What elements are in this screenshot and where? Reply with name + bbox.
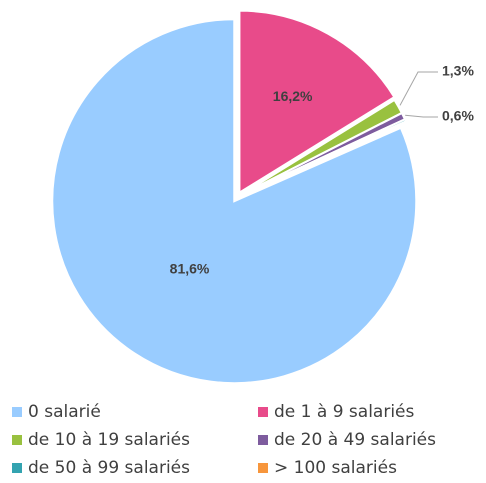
legend-swatch bbox=[12, 463, 22, 473]
legend-label: de 10 à 19 salariés bbox=[28, 430, 190, 450]
legend-swatch bbox=[258, 407, 268, 417]
legend-label: > 100 salariés bbox=[274, 458, 397, 478]
legend-swatch bbox=[258, 435, 268, 445]
legend-label: de 20 à 49 salariés bbox=[274, 430, 436, 450]
leader-line bbox=[399, 71, 438, 106]
data-label: 0,6% bbox=[442, 108, 474, 124]
legend-label: de 50 à 99 salariés bbox=[28, 458, 190, 478]
legend-label: 0 salarié bbox=[28, 402, 101, 422]
legend-swatch bbox=[258, 463, 268, 473]
pie-slice bbox=[239, 120, 408, 197]
leader-line bbox=[405, 114, 438, 118]
legend-label: de 1 à 9 salariés bbox=[274, 402, 415, 422]
legend-swatch bbox=[12, 435, 22, 445]
legend-swatch bbox=[12, 407, 22, 417]
data-label: 16,2% bbox=[273, 88, 313, 104]
data-label: 81,6% bbox=[170, 260, 210, 276]
pie-slice bbox=[238, 9, 396, 195]
data-label: 1,3% bbox=[442, 63, 474, 79]
pie-slice bbox=[51, 18, 418, 385]
